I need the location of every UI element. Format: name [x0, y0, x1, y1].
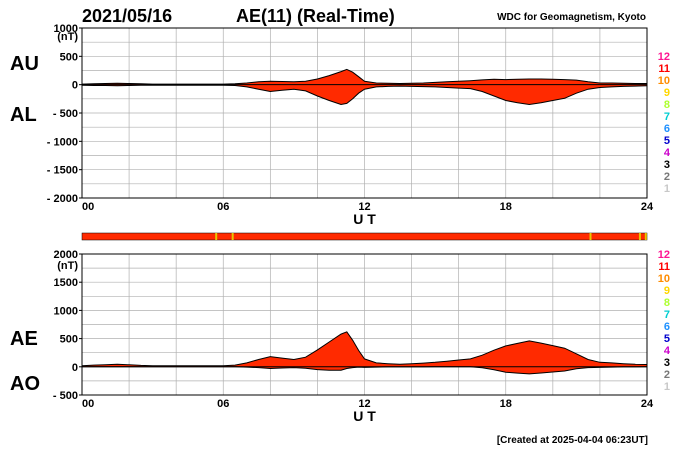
- station-count-band: [81, 232, 648, 241]
- ae-ao-y-ticks: 2000 1500 1000 500 0 - 500: [53, 249, 82, 402]
- station-count-label: 3: [664, 357, 670, 369]
- station-band-mark: [638, 233, 641, 240]
- date-title: 2021/05/16: [82, 6, 172, 26]
- y-tick-label: 1000: [54, 23, 78, 35]
- ae-line: [81, 331, 648, 367]
- ae-ao-grid: [81, 253, 648, 396]
- station-count-label: 12: [658, 249, 670, 261]
- au-al-area: [81, 68, 648, 106]
- created-timestamp: [Created at 2025-04-04 06:23UT]: [497, 435, 648, 446]
- station-count-label: 9: [664, 87, 670, 99]
- station-count-label: 1: [664, 381, 670, 393]
- station-band-mark: [589, 233, 592, 240]
- y-tick-label: - 2000: [47, 193, 78, 205]
- ae-ao-x-ticks: 00 06 12 18 24: [82, 398, 654, 410]
- station-count-label: 7: [664, 309, 670, 321]
- station-band-mark: [215, 233, 218, 240]
- ae-ao-unit-label: (nT): [57, 260, 78, 272]
- station-count-label: 4: [664, 345, 671, 357]
- x-tick-label: 12: [358, 201, 370, 213]
- ae-ao-area: [81, 331, 648, 375]
- y-tick-label: 1500: [54, 277, 78, 289]
- x-tick-label: 18: [500, 201, 512, 213]
- al-label: AL: [10, 104, 37, 126]
- station-count-label: 8: [664, 99, 670, 111]
- source-label: WDC for Geomagnetism, Kyoto: [497, 12, 646, 23]
- y-tick-label: - 500: [53, 108, 78, 120]
- series-fill: [82, 331, 647, 374]
- ae-ao-x-label: U T: [353, 408, 376, 424]
- station-band-mark: [231, 233, 234, 240]
- x-tick-label: 12: [358, 398, 370, 410]
- station-count-label: 10: [658, 273, 670, 285]
- x-tick-label: 06: [217, 398, 229, 410]
- au-al-x-label: U T: [353, 211, 376, 227]
- y-tick-label: 500: [60, 51, 78, 63]
- x-tick-label: 00: [82, 201, 94, 213]
- ae-ao-frame: [81, 253, 648, 396]
- y-tick-label: - 1500: [47, 165, 78, 177]
- x-tick-label: 24: [641, 398, 654, 410]
- y-tick-label: 0: [72, 80, 78, 92]
- au-al-unit-label: (nT): [57, 31, 78, 43]
- station-count-label: 8: [664, 297, 670, 309]
- station-count-label: 7: [664, 111, 670, 123]
- au-al-y-ticks: 1000 500 0 - 500 - 1000 - 1500 - 2000: [47, 23, 82, 205]
- x-tick-label: 18: [500, 398, 512, 410]
- station-count-label: 12: [658, 51, 670, 63]
- station-count-label: 9: [664, 285, 670, 297]
- al-line: [81, 84, 648, 106]
- y-tick-label: - 500: [53, 390, 78, 402]
- x-tick-label: 06: [217, 201, 229, 213]
- station-band-mark: [644, 233, 647, 240]
- chart-title: AE(11) (Real-Time): [236, 6, 395, 26]
- station-count-label: 1: [664, 183, 670, 195]
- station-count-label: 5: [664, 135, 670, 147]
- x-tick-label: 24: [641, 201, 654, 213]
- station-count-label: 4: [664, 147, 671, 159]
- y-tick-label: 2000: [54, 249, 78, 261]
- au-al-grid: [81, 27, 648, 199]
- station-count-label: 11: [658, 63, 670, 75]
- y-tick-label: - 1000: [47, 136, 78, 148]
- au-line: [81, 68, 647, 85]
- station-count-label: 5: [664, 333, 670, 345]
- y-tick-label: 0: [72, 362, 78, 374]
- au-label: AU: [10, 53, 39, 75]
- station-count-label: 11: [658, 261, 670, 273]
- station-count-label: 2: [664, 369, 670, 381]
- station-band-bar: [81, 232, 648, 241]
- station-count-label: 6: [664, 321, 670, 333]
- y-tick-label: 1000: [54, 305, 78, 317]
- station-count-label: 3: [664, 159, 670, 171]
- au-al-x-ticks: 00 06 12 18 24: [82, 201, 654, 213]
- ae-label: AE: [10, 328, 38, 350]
- series-fill: [82, 69, 647, 105]
- ao-label: AO: [10, 373, 40, 395]
- y-tick-label: 500: [60, 334, 78, 346]
- x-tick-label: 00: [82, 398, 94, 410]
- station-count-label: 6: [664, 123, 670, 135]
- station-count-label: 10: [658, 75, 670, 87]
- station-count-label: 2: [664, 171, 670, 183]
